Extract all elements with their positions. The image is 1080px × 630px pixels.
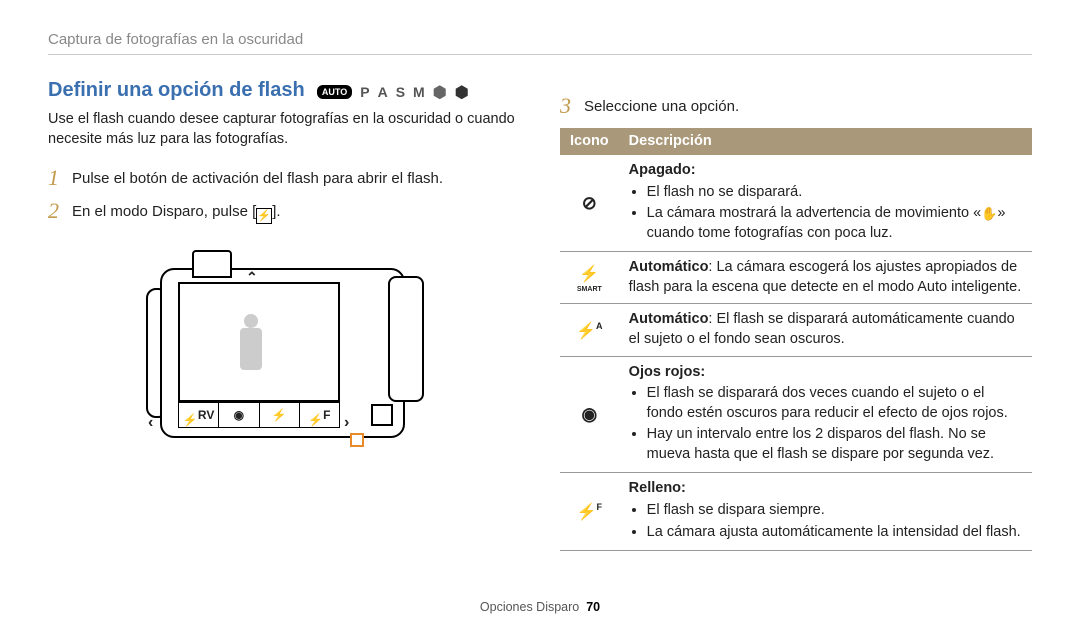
bullet: La cámara ajusta automáticamente la inte… <box>647 523 1022 543</box>
flash-redeye-icon: ◉ <box>560 356 619 473</box>
row-title: Automático <box>629 259 709 275</box>
table-row: ⊘ Apagado: El flash no se disparará. La … <box>560 155 1032 252</box>
bullet: El flash no se disparará. <box>647 183 1022 203</box>
flash-smart-icon: ⚡SMART <box>560 252 619 304</box>
table-row: ⚡A Automático: El flash se disparará aut… <box>560 304 1032 356</box>
mode-p: P <box>360 83 369 102</box>
shake-warning-icon: ✋ <box>981 205 997 223</box>
step-text: Seleccione una opción. <box>584 95 1032 117</box>
divider <box>48 54 1032 55</box>
step-1: 1 Pulse el botón de activación del flash… <box>48 167 520 189</box>
intro-text: Use el flash cuando desee capturar fotog… <box>48 110 520 149</box>
row-title: Relleno: <box>629 480 686 496</box>
flash-options-table: Icono Descripción ⊘ Apagado: El flash no… <box>560 128 1032 552</box>
bullet: El flash se dispara siempre. <box>647 501 1022 521</box>
section-title: Definir una opción de flash <box>48 79 305 101</box>
bullet: La cámara mostrará la advertencia de mov… <box>647 204 1022 243</box>
camera-illustration: ⌃ ‹ › ⚡RV ◉ ⚡ ⚡F <box>134 240 434 465</box>
step-number: 1 <box>48 167 72 189</box>
flash-button-icon: ⚡ <box>256 208 272 224</box>
left-column: Definir una opción de flash AUTO P A S M… <box>48 77 520 551</box>
mode-auto-icon: AUTO <box>317 85 352 99</box>
row-title: Automático <box>629 311 709 327</box>
th-desc: Descripción <box>619 128 1032 156</box>
table-row: ⚡SMART Automático: La cámara escogerá lo… <box>560 252 1032 304</box>
mode-hex2-icon <box>455 85 469 99</box>
breadcrumb: Captura de fotografías en la oscuridad <box>48 30 1032 50</box>
page-number: 70 <box>586 600 600 614</box>
bullet: Hay un intervalo entre los 2 disparos de… <box>647 425 1022 464</box>
table-row: ◉ Ojos rojos: El flash se disparará dos … <box>560 356 1032 473</box>
mode-icons: AUTO P A S M <box>317 83 469 102</box>
table-row: ⚡F Relleno: El flash se dispara siempre.… <box>560 473 1032 551</box>
bullet: El flash se disparará dos veces cuando e… <box>647 384 1022 423</box>
mode-a: A <box>378 83 388 102</box>
row-title: Ojos rojos: <box>629 364 706 380</box>
row-title: Apagado: <box>629 162 696 178</box>
th-icon: Icono <box>560 128 619 156</box>
right-column: 3 Seleccione una opción. Icono Descripci… <box>560 77 1032 551</box>
step-3: 3 Seleccione una opción. <box>560 95 1032 117</box>
step2-a: En el modo Disparo, pulse [ <box>72 203 256 220</box>
flash-off-icon: ⊘ <box>560 155 619 252</box>
mode-m: M <box>413 83 425 102</box>
step-2: 2 En el modo Disparo, pulse [⚡]. <box>48 200 520 224</box>
footer-label: Opciones Disparo <box>480 600 579 614</box>
pointer-highlight-icon <box>350 433 364 447</box>
step2-b: ]. <box>272 203 280 220</box>
page-footer: Opciones Disparo 70 <box>0 599 1080 616</box>
step-number: 3 <box>560 95 584 117</box>
flash-auto-icon: ⚡A <box>560 304 619 356</box>
mode-s: S <box>396 83 405 102</box>
mode-hex1-icon <box>433 85 447 99</box>
step-text: Pulse el botón de activación del flash p… <box>72 167 520 189</box>
flash-fill-icon: ⚡F <box>560 473 619 551</box>
step-text: En el modo Disparo, pulse [⚡]. <box>72 200 520 224</box>
step-number: 2 <box>48 200 72 222</box>
